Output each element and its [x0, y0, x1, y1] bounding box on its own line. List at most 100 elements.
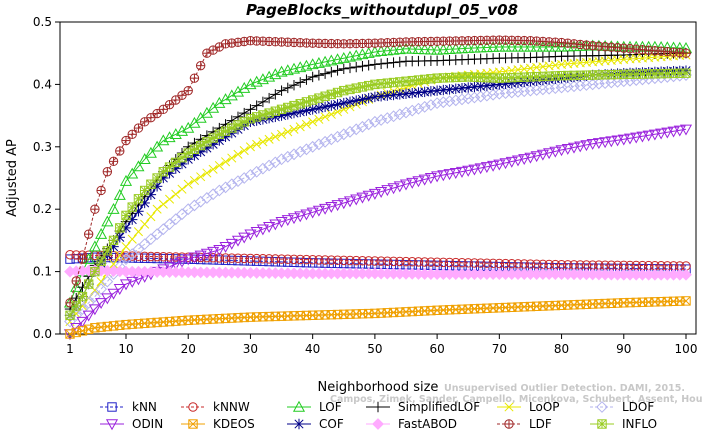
- data-point: [536, 83, 549, 96]
- data-point: [393, 108, 406, 121]
- data-point: [494, 303, 505, 313]
- data-point: [499, 40, 512, 52]
- data-point: [113, 188, 126, 200]
- data-point: [636, 131, 649, 143]
- data-point: [369, 59, 381, 70]
- data-point: [233, 253, 243, 263]
- data-point: [574, 141, 587, 153]
- data-point: [88, 240, 101, 252]
- data-point: [239, 253, 249, 264]
- data-point: [163, 131, 176, 143]
- data-point: [393, 43, 406, 55]
- data-point: [71, 276, 81, 286]
- data-point: [275, 153, 288, 166]
- data-point: [314, 255, 324, 265]
- data-point: [320, 258, 330, 268]
- data-point: [244, 229, 257, 241]
- data-point: [95, 227, 108, 239]
- x-axis-label: Neighborhood size: [318, 380, 439, 395]
- data-point: [357, 256, 368, 266]
- data-point: [357, 60, 368, 72]
- data-point: [536, 40, 549, 52]
- data-point: [586, 78, 599, 91]
- data-point: [119, 279, 133, 291]
- y-tick-label: 0.3: [33, 140, 52, 154]
- y-tick-label: 0.0: [33, 327, 52, 341]
- data-point: [101, 293, 114, 305]
- data-point: [325, 133, 338, 146]
- data-point: [207, 246, 220, 258]
- data-point: [146, 112, 156, 123]
- data-point: [387, 43, 400, 55]
- data-point: [108, 321, 119, 331]
- data-point: [469, 258, 480, 268]
- series-kdeos: [65, 296, 691, 339]
- data-point: [194, 195, 207, 208]
- data-point: [188, 252, 201, 264]
- data-point: [152, 204, 162, 214]
- data-point: [543, 148, 556, 160]
- data-point: [681, 68, 691, 78]
- data-point: [238, 172, 251, 184]
- data-point: [424, 43, 437, 55]
- data-point: [175, 124, 189, 136]
- data-point: [376, 256, 386, 266]
- data-point: [164, 252, 175, 262]
- data-point: [126, 167, 139, 179]
- series-layer: [63, 35, 693, 341]
- data-point: [133, 194, 144, 204]
- data-point: [195, 252, 206, 263]
- y-tick-label: 0.1: [33, 265, 52, 279]
- data-point: [115, 146, 125, 156]
- data-point: [158, 252, 169, 262]
- x-axis: 1 10 20 30 40 50 60 70 80 90 100: [66, 334, 697, 356]
- legend-item-knnw: kNNW: [181, 400, 250, 414]
- data-point: [425, 86, 437, 97]
- data-point: [295, 122, 305, 132]
- x-tick-label: 70: [492, 342, 507, 356]
- data-point: [569, 39, 579, 49]
- data-point: [332, 65, 343, 76]
- data-point: [76, 303, 89, 315]
- data-point: [115, 250, 125, 260]
- watermark-line-2: Campos, Zimek, Sander, Campello, Micenko…: [330, 394, 702, 405]
- data-point: [675, 296, 685, 306]
- data-point: [301, 257, 312, 268]
- data-point: [575, 39, 585, 50]
- data-point: [320, 255, 330, 265]
- x-tick-label: 30: [243, 342, 258, 356]
- data-point: [462, 165, 475, 177]
- data-point: [482, 258, 492, 268]
- data-point: [293, 418, 305, 430]
- data-point: [220, 126, 231, 136]
- data-point: [163, 261, 176, 273]
- data-point: [575, 299, 585, 310]
- data-point: [301, 74, 312, 85]
- data-point: [556, 37, 567, 48]
- data-point: [426, 74, 436, 84]
- data-point: [387, 183, 400, 195]
- data-point: [158, 104, 169, 115]
- data-point: [83, 279, 94, 289]
- data-point: [295, 257, 305, 268]
- data-point: [227, 255, 237, 266]
- data-point: [289, 254, 299, 265]
- data-point: [623, 133, 637, 145]
- data-point: [257, 96, 269, 108]
- data-point: [151, 228, 164, 241]
- data-point: [294, 145, 307, 158]
- data-point: [251, 312, 262, 322]
- data-point: [331, 130, 344, 143]
- data-point: [88, 290, 101, 303]
- data-point: [208, 164, 218, 174]
- data-point: [375, 45, 388, 57]
- data-point: [283, 254, 293, 264]
- data-point: [258, 110, 268, 120]
- data-point: [519, 259, 529, 269]
- data-point: [518, 40, 531, 52]
- data-point: [319, 203, 332, 215]
- data-point: [518, 85, 531, 98]
- legend-label: LoOP: [529, 400, 560, 414]
- data-point: [418, 100, 431, 113]
- data-point: [176, 208, 188, 221]
